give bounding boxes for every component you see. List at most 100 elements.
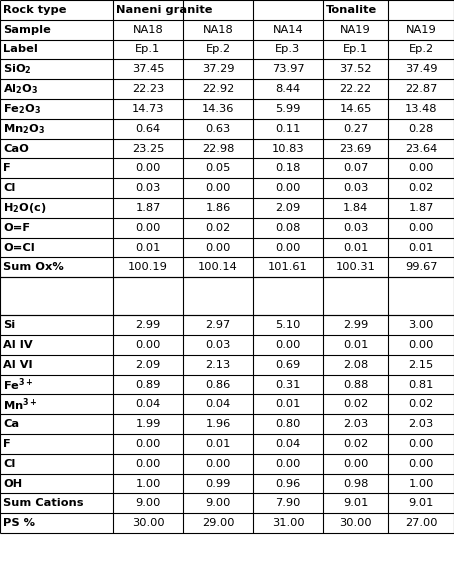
Text: 23.25: 23.25 <box>132 144 164 154</box>
Text: 0.89: 0.89 <box>135 379 161 389</box>
Text: 0.86: 0.86 <box>205 379 231 389</box>
Text: 30.00: 30.00 <box>132 518 164 528</box>
Text: NA14: NA14 <box>273 25 303 35</box>
Text: Fe$^{3+}$: Fe$^{3+}$ <box>3 376 34 393</box>
Text: 22.92: 22.92 <box>202 84 234 94</box>
Text: 101.61: 101.61 <box>268 263 308 272</box>
Text: 22.98: 22.98 <box>202 144 234 154</box>
Text: 0.04: 0.04 <box>276 439 301 449</box>
Text: 0.03: 0.03 <box>135 183 161 193</box>
Text: Ca: Ca <box>3 419 19 429</box>
Text: 0.63: 0.63 <box>205 123 231 134</box>
Text: Cl: Cl <box>3 459 15 468</box>
Text: Ep.3: Ep.3 <box>276 44 301 54</box>
Text: 99.67: 99.67 <box>405 263 437 272</box>
Text: 0.01: 0.01 <box>275 399 301 410</box>
Text: 0.02: 0.02 <box>409 183 434 193</box>
Text: 0.01: 0.01 <box>205 439 231 449</box>
Text: 22.23: 22.23 <box>132 84 164 94</box>
Text: NA19: NA19 <box>405 25 436 35</box>
Text: 14.36: 14.36 <box>202 104 234 114</box>
Text: 7.90: 7.90 <box>275 498 301 508</box>
Text: 0.27: 0.27 <box>343 123 368 134</box>
Text: 100.31: 100.31 <box>336 263 375 272</box>
Text: 37.29: 37.29 <box>202 65 234 74</box>
Text: 2.03: 2.03 <box>409 419 434 429</box>
Text: 0.00: 0.00 <box>408 223 434 233</box>
Text: 0.00: 0.00 <box>408 340 434 350</box>
Text: 0.99: 0.99 <box>205 479 231 489</box>
Text: 31.00: 31.00 <box>271 518 304 528</box>
Text: 9.00: 9.00 <box>135 498 161 508</box>
Text: NA19: NA19 <box>340 25 371 35</box>
Text: 0.69: 0.69 <box>276 360 301 370</box>
Text: 9.01: 9.01 <box>343 498 368 508</box>
Text: 22.22: 22.22 <box>340 84 371 94</box>
Text: Cl: Cl <box>3 183 15 193</box>
Text: 10.83: 10.83 <box>271 144 304 154</box>
Text: 37.49: 37.49 <box>405 65 437 74</box>
Text: 100.19: 100.19 <box>128 263 168 272</box>
Text: 2.03: 2.03 <box>343 419 368 429</box>
Text: 0.01: 0.01 <box>135 242 161 252</box>
Text: 0.07: 0.07 <box>343 163 368 173</box>
Text: 1.84: 1.84 <box>343 203 368 213</box>
Text: 2.99: 2.99 <box>135 320 161 330</box>
Text: 23.69: 23.69 <box>339 144 372 154</box>
Text: 0.00: 0.00 <box>275 242 301 252</box>
Text: 0.11: 0.11 <box>275 123 301 134</box>
Text: 0.88: 0.88 <box>343 379 368 389</box>
Text: Mn$_2$O$_3$: Mn$_2$O$_3$ <box>3 122 45 136</box>
Text: 0.00: 0.00 <box>205 459 231 468</box>
Text: CaO: CaO <box>3 144 29 154</box>
Text: 0.00: 0.00 <box>275 340 301 350</box>
Text: 0.08: 0.08 <box>275 223 301 233</box>
Text: 5.99: 5.99 <box>275 104 301 114</box>
Text: 0.80: 0.80 <box>275 419 301 429</box>
Text: Al VI: Al VI <box>3 360 33 370</box>
Text: 0.00: 0.00 <box>135 459 161 468</box>
Text: Sample: Sample <box>3 25 51 35</box>
Text: 0.28: 0.28 <box>409 123 434 134</box>
Text: 0.00: 0.00 <box>408 439 434 449</box>
Text: 0.64: 0.64 <box>135 123 161 134</box>
Text: 0.01: 0.01 <box>343 242 368 252</box>
Text: 0.00: 0.00 <box>408 459 434 468</box>
Text: Al$_2$O$_3$: Al$_2$O$_3$ <box>3 82 38 96</box>
Text: Naneni granite: Naneni granite <box>116 5 212 15</box>
Text: OH: OH <box>3 479 22 489</box>
Text: NA18: NA18 <box>202 25 233 35</box>
Text: 5.10: 5.10 <box>275 320 301 330</box>
Text: 37.52: 37.52 <box>339 65 372 74</box>
Text: 1.87: 1.87 <box>408 203 434 213</box>
Text: 0.81: 0.81 <box>408 379 434 389</box>
Text: 100.14: 100.14 <box>198 263 238 272</box>
Text: 0.96: 0.96 <box>276 479 301 489</box>
Text: 22.87: 22.87 <box>405 84 437 94</box>
Text: 0.03: 0.03 <box>343 183 368 193</box>
Text: 2.99: 2.99 <box>343 320 368 330</box>
Text: 0.00: 0.00 <box>343 459 368 468</box>
Text: 0.00: 0.00 <box>408 163 434 173</box>
Text: Label: Label <box>3 44 38 54</box>
Text: 0.04: 0.04 <box>135 399 161 410</box>
Text: 0.00: 0.00 <box>205 183 231 193</box>
Text: H$_2$O(c): H$_2$O(c) <box>3 201 46 215</box>
Text: 14.65: 14.65 <box>339 104 372 114</box>
Text: Ep.1: Ep.1 <box>343 44 368 54</box>
Text: PS %: PS % <box>3 518 35 528</box>
Text: Sum Ox%: Sum Ox% <box>3 263 64 272</box>
Text: 2.08: 2.08 <box>343 360 368 370</box>
Text: 0.02: 0.02 <box>343 439 368 449</box>
Text: 0.02: 0.02 <box>409 399 434 410</box>
Text: 0.00: 0.00 <box>135 340 161 350</box>
Text: 1.87: 1.87 <box>135 203 161 213</box>
Text: 0.03: 0.03 <box>205 340 231 350</box>
Text: 0.03: 0.03 <box>343 223 368 233</box>
Text: 0.04: 0.04 <box>205 399 231 410</box>
Text: 2.09: 2.09 <box>135 360 161 370</box>
Text: 0.00: 0.00 <box>135 223 161 233</box>
Text: Ep.2: Ep.2 <box>206 44 231 54</box>
Text: 29.00: 29.00 <box>202 518 234 528</box>
Text: 1.00: 1.00 <box>135 479 161 489</box>
